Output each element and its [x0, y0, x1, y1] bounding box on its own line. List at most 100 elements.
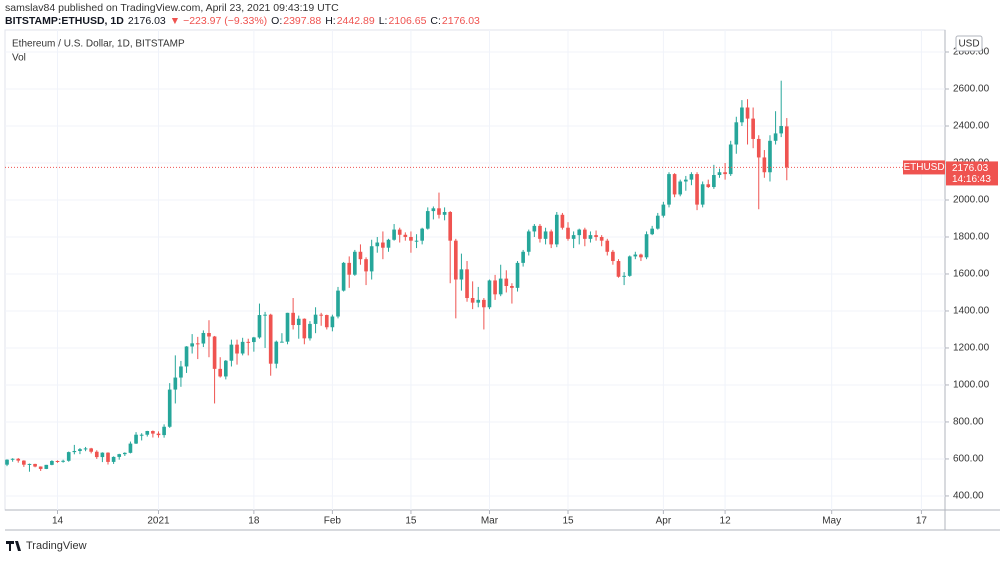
candle-body [386, 239, 391, 248]
candle-body [431, 208, 436, 212]
candle-body [784, 126, 789, 168]
candle-body [358, 251, 363, 260]
candle-body [571, 235, 576, 239]
candle-body [369, 246, 374, 272]
candle-body [493, 280, 497, 295]
candle-body [745, 107, 750, 119]
candle-body [470, 298, 475, 303]
candle-body [274, 341, 279, 364]
candle-body [605, 240, 610, 252]
candle-body [184, 346, 189, 367]
candle-body [538, 225, 542, 239]
candle-body [139, 434, 144, 436]
candle-body [476, 299, 481, 303]
candle-body [706, 184, 711, 188]
candle-body [728, 144, 733, 175]
header-o-label: O: [271, 15, 282, 27]
candle-body [341, 262, 346, 291]
x-tick-label: Feb [324, 516, 342, 527]
candle-body [723, 172, 727, 175]
candle-body [218, 368, 223, 377]
candle-body [683, 179, 688, 182]
x-tick-label: Mar [481, 516, 499, 527]
header-h-label: H: [325, 15, 336, 27]
candle-body [465, 269, 469, 299]
candle-body [762, 157, 767, 173]
candle-body [16, 458, 21, 461]
symbol-tag-label: ETHUSD [903, 162, 944, 173]
candle-body [190, 343, 194, 347]
candle-body [229, 344, 234, 361]
candle-body [313, 314, 318, 324]
y-tick-label: 1000.00 [953, 380, 990, 391]
candle-body [779, 126, 784, 134]
candle-body [644, 234, 649, 258]
candle-body [627, 256, 632, 276]
candle-body [650, 228, 654, 235]
x-tick-label: 15 [562, 516, 574, 527]
candle-body [240, 341, 245, 354]
candle-body [27, 463, 32, 465]
candle-body [453, 240, 458, 280]
candle-body [94, 451, 99, 458]
candle-body [375, 242, 380, 247]
candle-body [695, 174, 699, 205]
candle-body [414, 240, 419, 242]
candle-body [22, 460, 26, 465]
candle-body [420, 228, 424, 241]
candle-body [409, 236, 413, 241]
candle-body [611, 251, 615, 262]
candle-body [487, 280, 492, 308]
candle-body [667, 174, 671, 205]
candle-body [588, 235, 593, 239]
candle-body [347, 262, 352, 275]
published-line: samslav84 published on TradingView.com, … [5, 2, 339, 14]
candle-body [291, 312, 295, 326]
x-tick-label: 17 [916, 516, 928, 527]
candle-body [285, 312, 290, 342]
candle-body [207, 332, 211, 337]
candle-body [296, 318, 301, 326]
candle-body [223, 360, 228, 377]
header-l-label: L: [379, 15, 388, 27]
candle-body [195, 343, 200, 345]
candle-body [566, 227, 570, 239]
candle-body [510, 286, 514, 288]
candle-body [179, 366, 183, 378]
candle-body [151, 431, 155, 434]
currency-box[interactable] [955, 35, 983, 52]
header-l: 2106.65 [388, 15, 426, 27]
candle-body [72, 450, 77, 453]
candle-body [162, 426, 166, 436]
candle-body [78, 449, 82, 451]
candle-body [734, 122, 739, 145]
price-tag [946, 161, 998, 186]
candle-body [33, 463, 37, 467]
candle-body [173, 377, 178, 390]
candle-body [61, 460, 65, 462]
candle-body [167, 389, 172, 427]
y-tick-label: 1600.00 [953, 269, 990, 280]
candle-body [678, 181, 683, 195]
candle-body [50, 460, 54, 465]
candle-body [280, 341, 284, 343]
y-tick-label: 400.00 [953, 491, 984, 502]
candle-body [498, 278, 503, 295]
candle-body [44, 464, 49, 469]
header-c-label: C: [430, 15, 441, 27]
candle-body [526, 231, 531, 252]
candle-body [448, 212, 453, 241]
grid [5, 30, 945, 510]
header-c: 2176.03 [442, 15, 480, 27]
candle-body [442, 212, 447, 215]
candle-body [425, 211, 430, 229]
candle-body [459, 269, 464, 280]
candle-body [521, 251, 525, 263]
candle-body [336, 290, 340, 317]
y-tick-label: 2400.00 [953, 121, 990, 132]
candle-body [100, 452, 105, 458]
candle-body [560, 214, 565, 228]
chart-title: Ethereum / U.S. Dollar, 1D, BITSTAMP [12, 39, 185, 50]
candle-body [554, 214, 559, 245]
header-h: 2442.89 [337, 15, 375, 27]
